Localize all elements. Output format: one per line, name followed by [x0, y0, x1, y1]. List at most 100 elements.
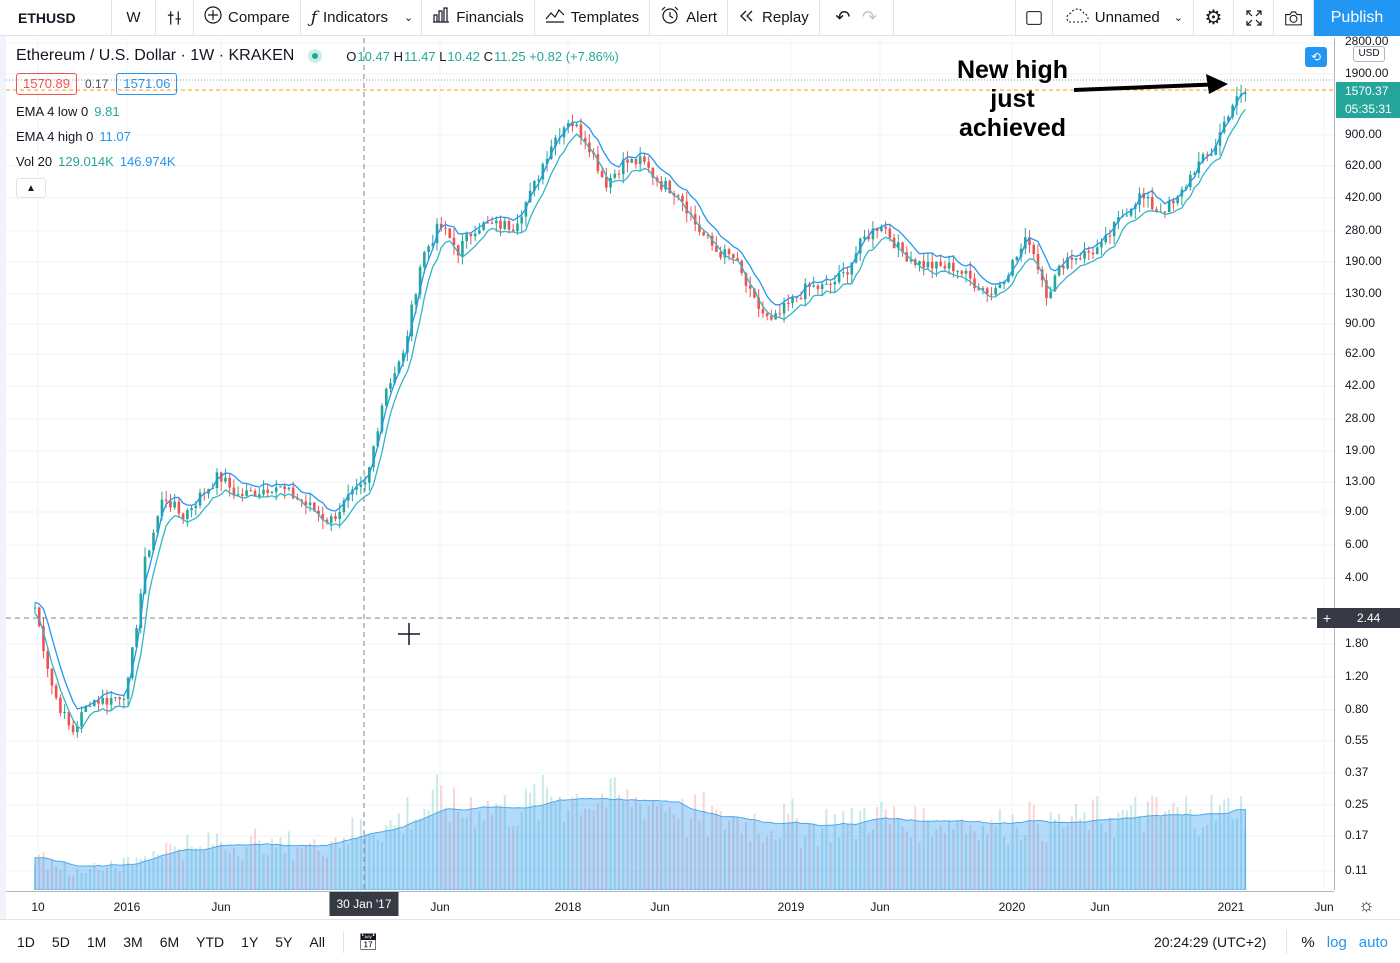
settings-sun-icon[interactable]: ☼ — [1358, 895, 1375, 915]
scroll-to-realtime-button[interactable]: ⟲ — [1305, 47, 1327, 67]
currency-badge[interactable]: USD — [1353, 46, 1385, 62]
volume-bar — [1163, 811, 1166, 890]
volume-bar — [956, 821, 959, 890]
candle-body — [59, 697, 62, 713]
volume-bar — [757, 833, 760, 890]
candle-body — [1011, 259, 1014, 276]
candle-body — [1108, 235, 1112, 237]
range-button-ytd[interactable]: YTD — [196, 933, 225, 950]
candle-body — [1155, 209, 1158, 212]
candle-body — [198, 492, 202, 506]
publish-button[interactable]: Publish — [1314, 0, 1400, 36]
volume-bar — [376, 839, 379, 890]
candle-body — [1019, 248, 1023, 257]
fullscreen-button[interactable] — [1234, 0, 1274, 36]
snapshot-button[interactable] — [1274, 0, 1314, 36]
volume-bar — [673, 814, 676, 890]
price-axis-label: 13.00 — [1345, 474, 1376, 488]
candle-body — [494, 220, 498, 224]
annotation-arrow-head — [1206, 74, 1228, 94]
volume-bar — [529, 792, 532, 890]
candle-body — [541, 163, 545, 180]
sell-price-box[interactable]: 1570.89 — [16, 73, 77, 95]
volume-bar — [317, 850, 320, 890]
volume-bar — [516, 825, 519, 890]
candle-body — [1079, 258, 1082, 260]
indicator-ema-low[interactable]: EMA 4 low 0 9.81 — [16, 99, 619, 124]
undo-icon[interactable]: ↶ — [835, 7, 851, 27]
price-axis-label: 90.00 — [1345, 316, 1376, 330]
volume-bar — [880, 801, 883, 890]
volume-bar — [546, 787, 549, 890]
range-button-1y[interactable]: 1Y — [241, 933, 259, 950]
volume-bar — [84, 873, 87, 890]
volume-bar — [965, 833, 968, 890]
volume-bar — [910, 837, 913, 890]
buy-price-box[interactable]: 1571.06 — [116, 73, 178, 95]
candle-body — [232, 487, 236, 496]
candle-body — [473, 233, 477, 237]
compare-button[interactable]: Compare — [194, 0, 301, 36]
volume-bar — [630, 806, 633, 890]
percent-toggle[interactable]: % — [1301, 933, 1315, 951]
candle-body — [977, 288, 981, 290]
clock[interactable]: 20:24:29 (UTC+2) — [1153, 934, 1267, 950]
bar-style-button[interactable] — [156, 0, 194, 36]
indicator-ema-high[interactable]: EMA 4 high 0 11.07 — [16, 124, 619, 149]
price-chart[interactable] — [6, 38, 1334, 890]
candle-body — [80, 712, 83, 727]
redo-icon[interactable]: ↷ — [861, 7, 878, 27]
volume-bar — [952, 829, 955, 890]
alert-button[interactable]: Alert — [650, 0, 729, 36]
collapse-legend-button[interactable]: ▲ — [16, 178, 46, 198]
volume-bar — [1117, 812, 1120, 890]
layout-select-button[interactable] — [1014, 0, 1053, 36]
price-axis[interactable]: 1900.00 900.00 620.00 420.00 280.00 190.00 130… — [1317, 34, 1400, 890]
candle-body — [97, 700, 100, 704]
ema-high-line — [34, 91, 1246, 710]
candle-body — [630, 158, 634, 163]
candle-body — [291, 487, 295, 499]
financials-button[interactable]: Financials — [422, 0, 535, 36]
symbol-search[interactable]: ETHUSD — [0, 0, 112, 36]
volume-bar — [448, 822, 451, 890]
chart-pane[interactable] — [6, 38, 1334, 890]
range-button-6m[interactable]: 6M — [159, 933, 180, 950]
volume-bar — [990, 819, 993, 890]
candle-body — [596, 154, 600, 172]
close-value: 11.25 — [493, 48, 526, 64]
candle-body — [939, 261, 942, 266]
range-button-all[interactable]: All — [309, 933, 325, 950]
interval-button[interactable]: W — [112, 0, 156, 36]
settings-button[interactable]: ⚙ — [1194, 0, 1234, 36]
plus-icon[interactable]: + — [1317, 608, 1337, 628]
candle-body — [186, 510, 189, 520]
auto-toggle[interactable]: auto — [1358, 933, 1388, 951]
candles-icon — [167, 10, 182, 25]
replay-button[interactable]: Replay — [728, 0, 820, 36]
ema-high-value: 11.07 — [99, 129, 131, 144]
volume-bar — [1113, 837, 1116, 890]
price-axis-label: 42.00 — [1345, 378, 1376, 392]
candle-body — [1117, 217, 1120, 222]
range-button-5y[interactable]: 5Y — [275, 933, 293, 950]
indicators-button[interactable]: ƒ Indicators ⌄ — [301, 0, 423, 36]
templates-button[interactable]: Templates — [535, 0, 651, 36]
time-axis[interactable]: 10 2016 Jun Jun 2018 Jun 2019 Jun 2020 Jun 2021 Jun… — [6, 891, 1375, 919]
volume-bar — [258, 840, 261, 890]
time-axis-label: Jun — [870, 900, 890, 914]
log-toggle[interactable]: log — [1326, 933, 1347, 951]
indicator-volume[interactable]: Vol 20 129.014K 146.974K — [16, 149, 619, 174]
candle-body — [118, 697, 121, 700]
price-axis-label: 1.80 — [1345, 636, 1369, 650]
text-annotation[interactable]: New high just achieved — [930, 56, 1095, 143]
candle-body — [1070, 257, 1074, 260]
volume-bar — [613, 777, 616, 890]
templates-icon — [545, 7, 565, 28]
range-button-5d[interactable]: 5D — [51, 933, 70, 950]
range-button-3m[interactable]: 3M — [123, 933, 143, 950]
range-button-1d[interactable]: 1D — [17, 933, 35, 950]
range-button-1m[interactable]: 1M — [86, 933, 107, 950]
save-layout-button[interactable]: Unnamed ⌄ — [1053, 0, 1194, 36]
calendar-icon[interactable]: 📅︎ — [357, 933, 379, 951]
